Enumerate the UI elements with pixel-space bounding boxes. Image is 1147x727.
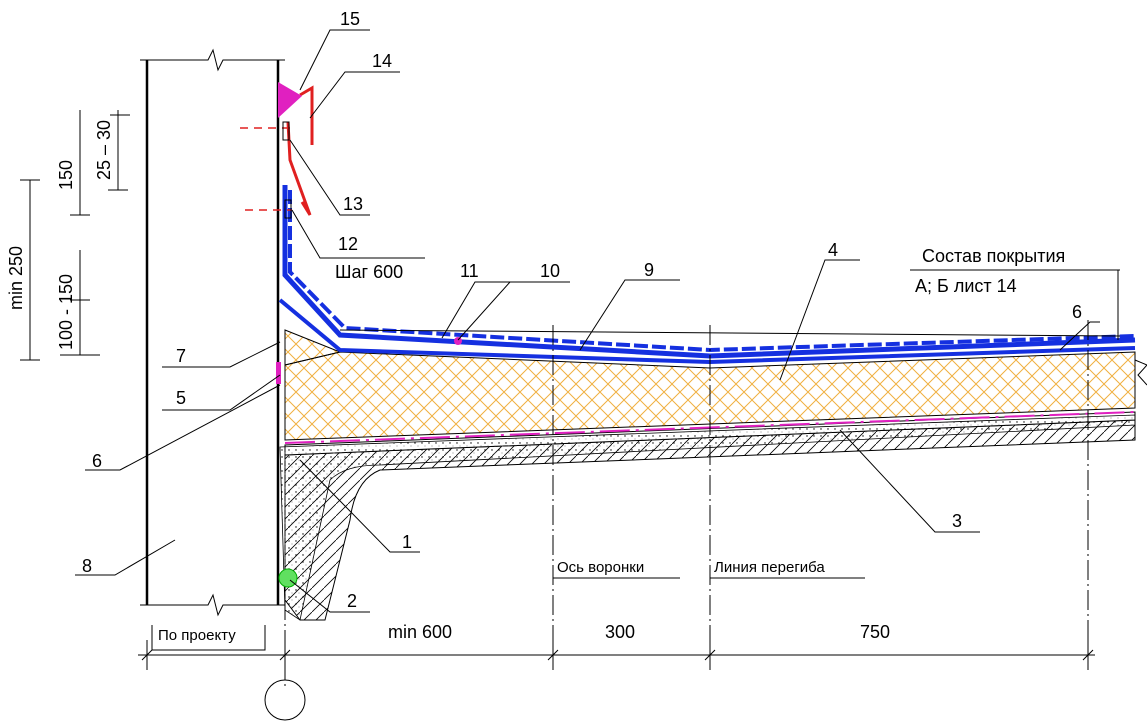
dimension: По проекту (158, 627, 236, 644)
callout: 4 (828, 240, 838, 260)
callout: 6 (92, 451, 102, 471)
callout: 9 (644, 260, 654, 280)
drawing-geometry (20, 29, 1147, 721)
callout: 12 (338, 234, 358, 254)
note: А; Б лист 14 (915, 276, 1017, 296)
callout: 10 (540, 261, 560, 281)
note: Ось воронки (557, 559, 644, 576)
callout: 6 (1072, 302, 1082, 322)
callout: 7 (176, 346, 186, 366)
callout: 2 (347, 591, 357, 611)
dimension: 100 - 150 (56, 274, 76, 350)
labels: 1 2 3 4 5 6 6 7 8 9 10 11 12 13 14 15 Ша… (6, 9, 1082, 644)
note: Состав покрытия (922, 246, 1065, 266)
dimension: min 600 (388, 622, 452, 642)
callout: 1 (402, 532, 412, 552)
dimension: 150 (56, 160, 76, 190)
callout: 15 (340, 9, 360, 29)
note: Шаг 600 (335, 262, 403, 282)
callout: 5 (176, 388, 186, 408)
dimension: 750 (860, 622, 890, 642)
callout: 8 (82, 556, 92, 576)
dimension: min 250 (6, 246, 26, 310)
callout: 13 (343, 194, 363, 214)
dimension: 25 – 30 (94, 120, 114, 180)
callout: 14 (372, 51, 392, 71)
callout: 3 (952, 511, 962, 531)
note: Линия перегиба (714, 559, 825, 576)
dimension: 300 (605, 622, 635, 642)
callout: 11 (460, 261, 479, 281)
